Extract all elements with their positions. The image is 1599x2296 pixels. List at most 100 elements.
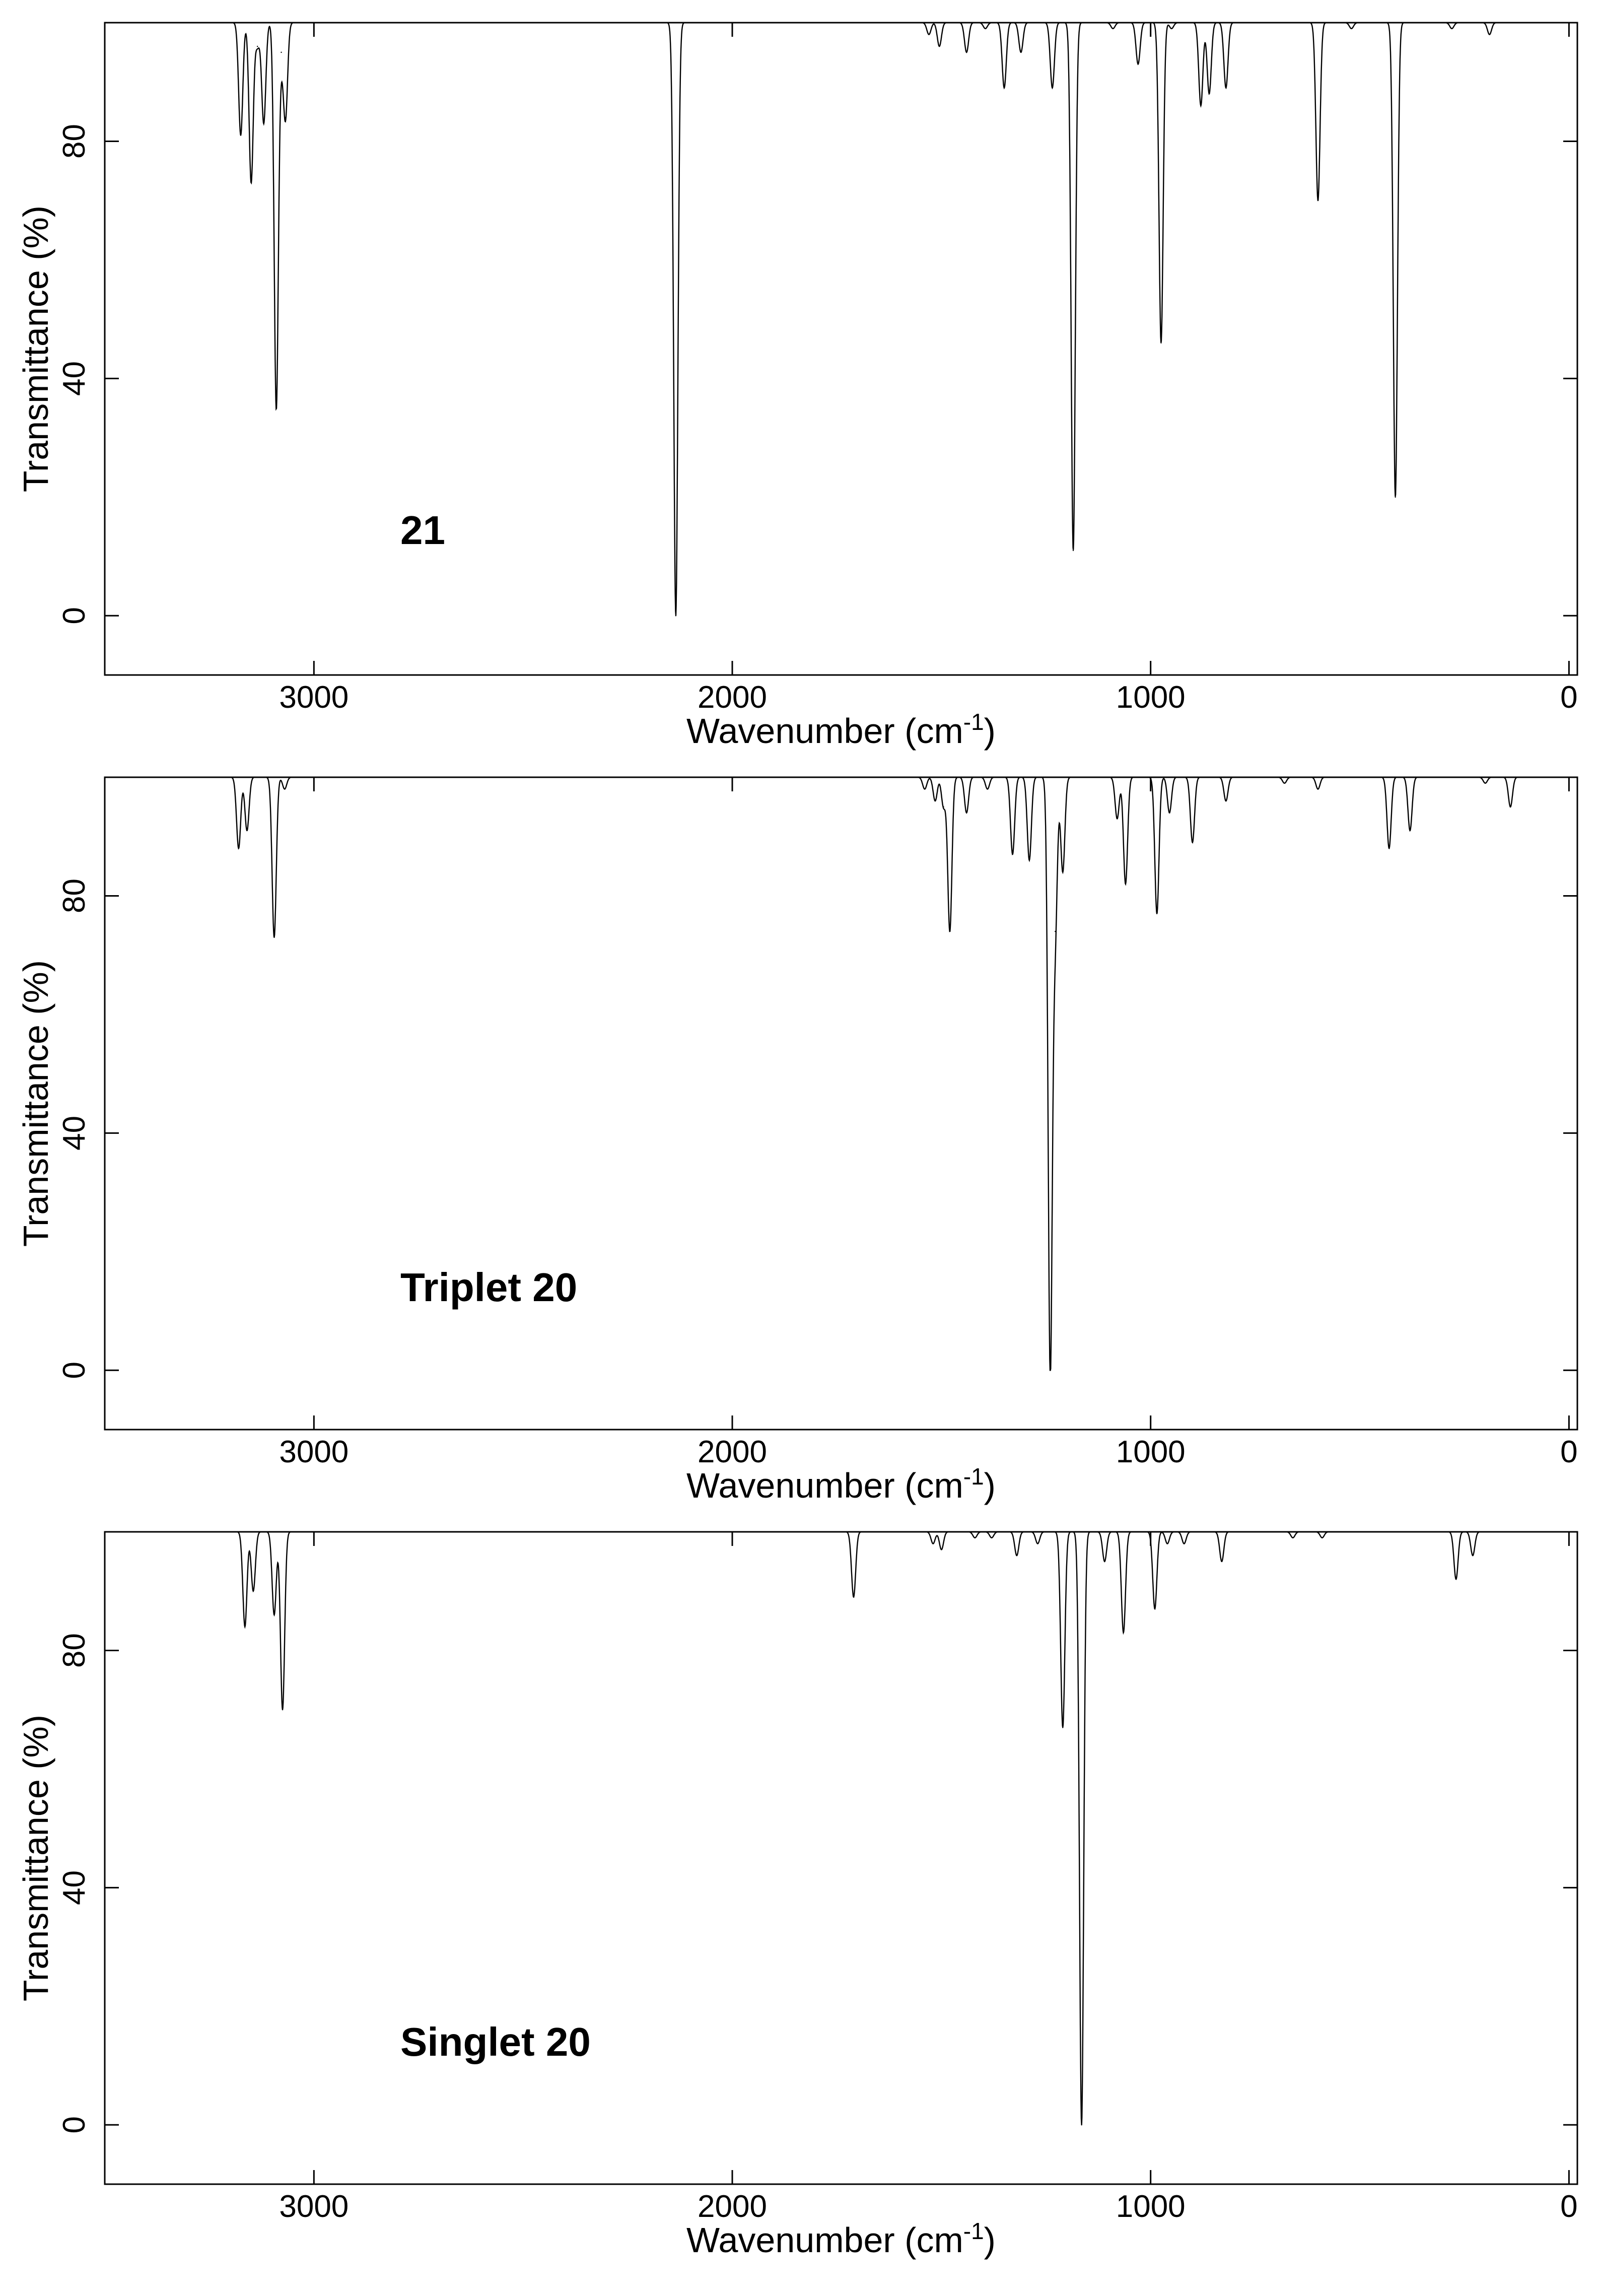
peak-point [284,788,286,790]
peak-point [244,1626,246,1628]
spectrum-panel-1: 0 40 80 3000 2000 1000 0 Transmittance (%) Waven… [16,22,1578,751]
peak-point [1388,848,1390,849]
x-tick-label: 3000 [279,2189,349,2224]
peak-point [1395,496,1396,498]
peak-point [1112,28,1114,29]
y-axis-title: Transmittance (%) [16,1715,55,2001]
x-tick-label: 2000 [698,1435,767,1469]
peak-point [928,34,930,35]
peak-point [1317,788,1319,790]
peak-point [1104,1561,1105,1563]
peak-point [1012,853,1013,855]
peak-point [285,117,287,118]
peak-point [1351,28,1352,29]
peak-point [1200,105,1202,107]
x-tick-label: 1000 [1116,2189,1186,2224]
peak-point [941,1549,942,1550]
x-tick-label: 0 [1560,2189,1577,2224]
x-tick-label: 2000 [698,2189,767,2224]
plot-frame [104,22,1578,676]
peak-point [1016,1555,1018,1557]
x-axis-title: Wavenumber (cm-1) [686,1463,996,1505]
y-tick-label: 40 [57,1116,92,1151]
peak-point [238,848,240,849]
y-tick-label: 80 [57,879,92,913]
peak-point [932,1543,934,1544]
peak-point [1081,2124,1082,2126]
y-tick-label: 40 [57,361,92,396]
peak-point [1003,87,1005,89]
peak-point [281,51,282,53]
peak-point [966,812,967,814]
peak-point [985,28,986,29]
x-axis-title: Wavenumber (cm-1) [686,709,996,751]
peak-point [1171,28,1172,29]
y-tick-label: 0 [57,2116,92,2133]
y-tick-label: 80 [57,1633,92,1668]
peak-point [1062,871,1064,873]
peak-point [1055,930,1056,932]
peak-point [1317,199,1319,201]
peak-point [1221,1561,1223,1563]
peak-point [1037,1543,1038,1544]
spectrum-trace [230,23,1569,616]
peak-point [1409,830,1411,832]
peak-point [853,1596,855,1598]
peak-point [924,788,926,790]
peak-point [250,182,252,184]
y-axis-title: Transmittance (%) [16,960,55,1247]
y-axis-title: Transmittance (%) [16,206,55,492]
plot-frame [104,776,1578,1431]
peak-point [949,930,951,932]
peak-point [1455,1578,1457,1580]
y-tick-label: 80 [57,124,92,159]
peak-point [1284,782,1285,784]
peak-point [1020,51,1022,53]
peak-point [1156,913,1158,914]
peak-point [1137,63,1139,65]
peak-point [1123,1632,1124,1634]
peak-point [974,1537,976,1538]
peak-point [1117,818,1118,820]
peak-point [1322,1537,1323,1538]
peak-point [1028,859,1030,861]
x-tick-label: 0 [1560,680,1577,715]
peak-point [991,1537,993,1538]
peak-point [1192,842,1193,843]
peak-point [1509,806,1511,808]
x-tick-label: 3000 [279,680,349,715]
peak-point [275,408,277,409]
peak-point [273,936,275,938]
panel-label: Singlet 20 [400,2019,591,2064]
peak-point [1168,812,1170,814]
peak-point [1050,1370,1051,1371]
peak-point [1472,1555,1474,1557]
peak-point [256,45,258,47]
peak-point [1052,87,1053,89]
peak-point [1489,34,1490,35]
peak-point [1160,342,1162,344]
peak-point [1208,93,1210,95]
peak-point [934,800,936,802]
plot-frame [104,1531,1578,2185]
peak-point [943,806,944,808]
y-tick-label: 0 [57,607,92,624]
peak-point [1072,550,1074,551]
peak-point [1225,87,1227,89]
x-tick-label: 1000 [1116,1435,1186,1469]
peak-point [1154,1608,1156,1610]
peak-point [240,134,242,136]
peak-point [1062,1727,1064,1728]
panel-label: Triplet 20 [400,1265,577,1310]
peak-point [1166,1543,1168,1544]
panel-label: 21 [400,508,445,553]
peak-point [273,1614,275,1616]
peak-point [1535,1531,1537,1533]
peak-point [1183,1543,1185,1544]
peak-point [966,51,967,53]
peak-point [1451,28,1452,29]
y-tick-label: 0 [57,1362,92,1379]
y-tick-label: 40 [57,1870,92,1905]
x-tick-label: 0 [1560,1435,1577,1469]
